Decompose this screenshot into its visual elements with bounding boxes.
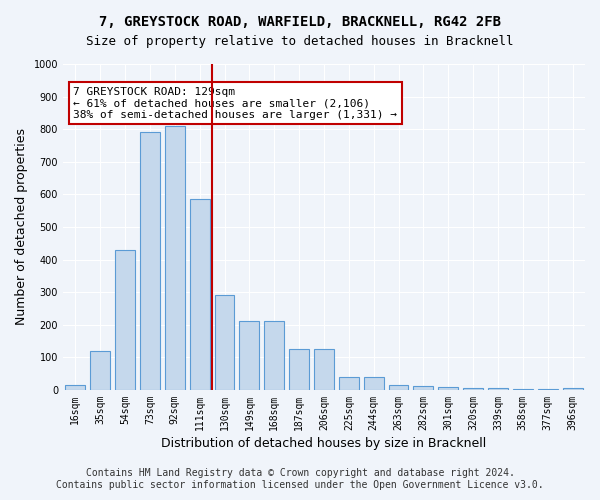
Bar [463, 388, 483, 390]
Bar [215, 296, 235, 390]
Text: 7, GREYSTOCK ROAD, WARFIELD, BRACKNELL, RG42 2FB: 7, GREYSTOCK ROAD, WARFIELD, BRACKNELL, … [99, 15, 501, 29]
Bar [488, 388, 508, 390]
Bar [65, 385, 85, 390]
Bar [339, 377, 359, 390]
Bar [115, 250, 135, 390]
Bar [364, 377, 383, 390]
Bar [314, 349, 334, 390]
Bar [165, 126, 185, 390]
Bar [190, 200, 209, 390]
X-axis label: Distribution of detached houses by size in Bracknell: Distribution of detached houses by size … [161, 437, 487, 450]
Bar [264, 322, 284, 390]
Text: Size of property relative to detached houses in Bracknell: Size of property relative to detached ho… [86, 35, 514, 48]
Text: 7 GREYSTOCK ROAD: 129sqm
← 61% of detached houses are smaller (2,106)
38% of sem: 7 GREYSTOCK ROAD: 129sqm ← 61% of detach… [73, 87, 397, 120]
Bar [90, 351, 110, 390]
Text: Contains HM Land Registry data © Crown copyright and database right 2024.
Contai: Contains HM Land Registry data © Crown c… [56, 468, 544, 490]
Y-axis label: Number of detached properties: Number of detached properties [15, 128, 28, 326]
Bar [140, 132, 160, 390]
Bar [389, 385, 409, 390]
Bar [563, 388, 583, 390]
Bar [513, 389, 533, 390]
Bar [439, 388, 458, 390]
Bar [239, 322, 259, 390]
Bar [413, 386, 433, 390]
Bar [289, 349, 309, 390]
Bar [538, 389, 557, 390]
